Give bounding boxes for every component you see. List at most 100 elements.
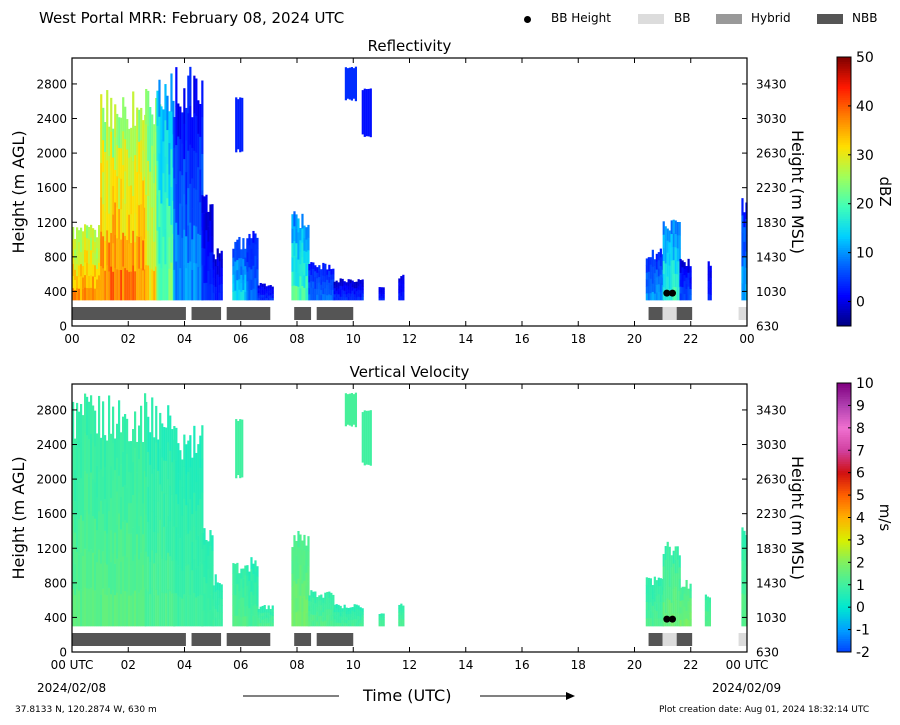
- velocity-echo-cell: [114, 532, 117, 564]
- velocity-echo-cell: [145, 551, 148, 590]
- reflectivity-echo-cell: [120, 208, 123, 240]
- velocity-echo-cell: [683, 612, 686, 620]
- velocity-echo-cell: [259, 609, 262, 614]
- velocity-upper-echo-cell: [369, 410, 372, 466]
- velocity-echo-cell: [400, 618, 403, 623]
- velocity-echo-cell: [193, 459, 196, 493]
- velocity-colorbar-step: [837, 560, 851, 563]
- velocity-upper-echo-cell: [237, 421, 240, 476]
- reflectivity-echo-cell: [164, 228, 167, 265]
- reflectivity-echo-cell: [271, 288, 274, 292]
- reflectivity-echo-cell: [76, 251, 79, 264]
- reflectivity-colorbar-step: [837, 101, 851, 105]
- velocity-echo-cell: [74, 594, 77, 627]
- velocity-echo-cell: [689, 604, 692, 613]
- reflectivity-echo-cell: [160, 267, 163, 301]
- reflectivity-echo-cell: [199, 202, 202, 235]
- velocity-y-tick-label: 1200: [36, 542, 67, 556]
- velocity-echo-cell: [136, 534, 139, 565]
- velocity-echo-cell: [332, 620, 335, 627]
- reflectivity-echo-cell: [664, 226, 667, 239]
- velocity-echo-cell: [256, 616, 259, 627]
- velocity-echo-cell: [218, 611, 221, 620]
- reflectivity-echo-cell: [90, 274, 93, 288]
- reflectivity-echo-cell: [116, 207, 119, 239]
- velocity-echo-cell: [347, 620, 350, 624]
- reflectivity-colorbar-step: [837, 299, 851, 302]
- velocity-echo-cell: [195, 597, 198, 627]
- reflectivity-echo-cell: [189, 261, 192, 301]
- reflectivity-echo-cell: [297, 245, 300, 260]
- reflectivity-echo-cell: [193, 225, 196, 263]
- velocity-echo-cell: [355, 622, 358, 627]
- velocity-echo-cell: [265, 611, 268, 616]
- reflectivity-colorbar-step: [837, 263, 851, 266]
- reflectivity-colorbar-step: [837, 157, 851, 161]
- velocity-echo-cell: [361, 614, 364, 618]
- velocity-echo-cell: [349, 622, 352, 627]
- velocity-echo-cell: [112, 443, 115, 481]
- velocity-echo-cell: [347, 623, 350, 627]
- velocity-echo-cell: [301, 540, 304, 556]
- reflectivity-echo-cell: [72, 227, 75, 240]
- reflectivity-echo-cell: [318, 265, 321, 272]
- velocity-echo-cell: [685, 610, 688, 619]
- reflectivity-echo-cell: [316, 278, 319, 284]
- velocity-echo-cell: [708, 606, 712, 613]
- reflectivity-echo-cell: [82, 254, 85, 266]
- velocity-echo-cell: [653, 584, 656, 594]
- reflectivity-echo-cell: [170, 73, 173, 112]
- reflectivity-echo-cell: [328, 282, 331, 289]
- reflectivity-echo-cell: [155, 165, 158, 200]
- reflectivity-echo-cell: [187, 225, 190, 263]
- reflectivity-echo-cell: [263, 294, 266, 298]
- velocity-echo-cell: [649, 586, 652, 595]
- velocity-echo-cell: [183, 594, 186, 627]
- reflectivity-echo-cell: [265, 290, 268, 294]
- velocity-echo-cell: [90, 549, 93, 588]
- reflectivity-echo-cell: [257, 287, 260, 291]
- reflectivity-echo-cell: [124, 106, 127, 140]
- velocity-echo-cell: [144, 470, 147, 510]
- velocity-echo-cell: [326, 591, 329, 598]
- reflectivity-echo-cell: [145, 194, 148, 230]
- reflectivity-echo-cell: [314, 265, 317, 272]
- reflectivity-echo-cell: [218, 276, 221, 285]
- velocity-echo-cell: [118, 437, 121, 476]
- reflectivity-echo-cell: [333, 297, 336, 301]
- reflectivity-echo-cell: [310, 274, 313, 282]
- reflectivity-echo-cell: [220, 275, 223, 284]
- velocity-echo-cell: [212, 612, 215, 620]
- reflectivity-echo-cell: [156, 230, 159, 266]
- velocity-echo-cell: [299, 580, 302, 596]
- reflectivity-echo-cell: [687, 272, 690, 280]
- reflectivity-echo-cell: [674, 260, 677, 274]
- velocity-echo-cell: [299, 565, 302, 581]
- velocity-echo-cell: [240, 597, 243, 608]
- reflectivity-echo-cell: [175, 222, 178, 262]
- reflectivity-echo-cell: [328, 264, 331, 271]
- reflectivity-echo-cell: [250, 238, 253, 249]
- velocity-y2-tick-label: 3030: [756, 438, 787, 452]
- velocity-echo-cell: [343, 618, 346, 623]
- reflectivity-echo-cell: [168, 205, 171, 238]
- reflectivity-echo-cell: [232, 265, 235, 275]
- reflectivity-echo-cell: [676, 221, 679, 236]
- reflectivity-echo-cell: [353, 291, 356, 295]
- reflectivity-echo-cell: [326, 284, 329, 291]
- reflectivity-echo-cell: [685, 277, 688, 284]
- reflectivity-echo-cell: [254, 266, 257, 279]
- reflectivity-bb-class-segment: [294, 307, 312, 320]
- reflectivity-echo-cell: [126, 209, 129, 241]
- velocity-echo-cell: [145, 439, 148, 477]
- velocity-echo-cell: [741, 593, 744, 610]
- velocity-echo-cell: [333, 622, 336, 627]
- reflectivity-echo-cell: [216, 274, 219, 284]
- reflectivity-echo-cell: [676, 274, 679, 288]
- reflectivity-echo-cell: [240, 283, 243, 292]
- velocity-echo-cell: [114, 501, 117, 533]
- velocity-echo-cell: [257, 614, 260, 618]
- velocity-echo-cell: [402, 615, 405, 620]
- velocity-echo-cell: [84, 432, 87, 472]
- reflectivity-echo-cell: [166, 197, 169, 233]
